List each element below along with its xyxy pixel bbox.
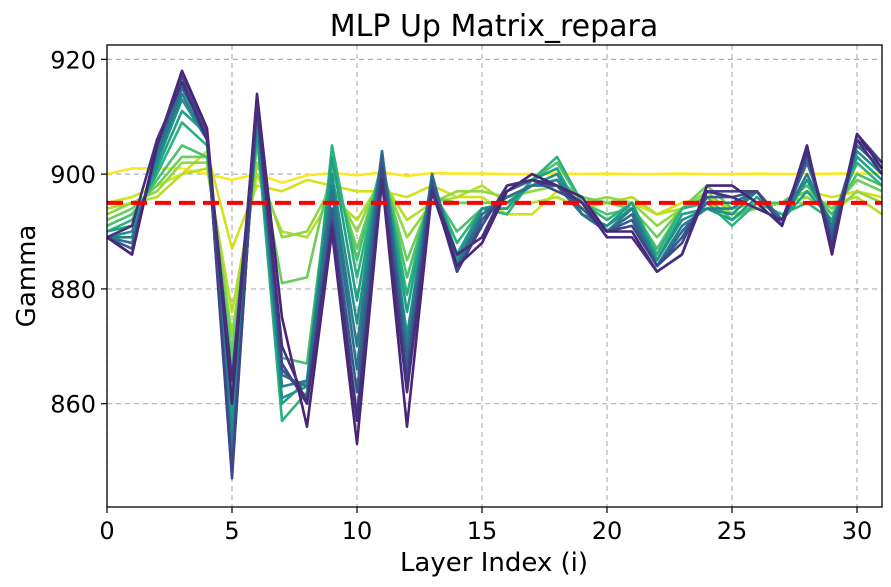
x-axis-label: Layer Index (i) [400,548,588,578]
chart-title: MLP Up Matrix_repara [330,9,659,44]
y-tick-label: 920 [50,46,96,74]
series-line-15 [106,81,884,423]
plot-frame [106,44,883,508]
x-tick-label: 15 [467,517,498,545]
y-tick-label: 880 [50,276,96,304]
y-axis-label: Gamma [12,225,42,328]
series-line-4 [106,161,883,337]
x-tick-label: 0 [99,517,114,545]
y-tick-label: 900 [50,161,96,189]
tick-labels: 0 5 10 15 20 25 30 860 880 900 920 [50,46,872,545]
series-line-14 [106,69,884,446]
series-line-1 [106,167,883,184]
x-tick-label: 10 [342,517,373,545]
x-tick-label: 25 [717,517,748,545]
series-line-13 [106,75,883,480]
y-tick-label: 860 [50,391,96,419]
x-tick-label: 30 [842,517,873,545]
x-tick-label: 20 [592,517,623,545]
x-tick-label: 5 [224,517,239,545]
series-lines [106,69,884,480]
